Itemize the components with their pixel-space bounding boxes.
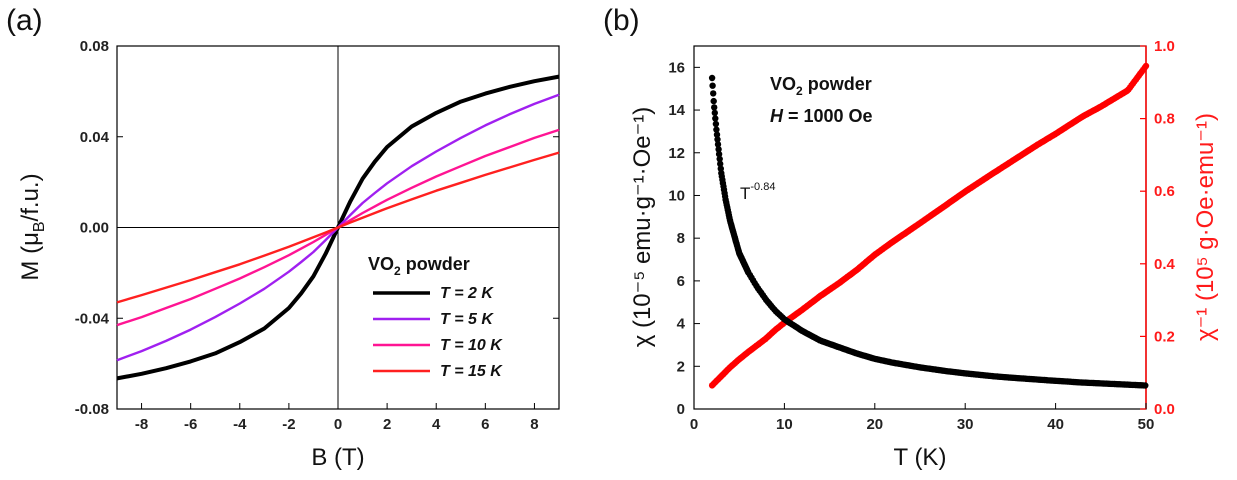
panel-b-left-axis-title: χ (10⁻⁵ emu·g⁻¹·Oe⁻¹): [629, 107, 656, 348]
panel-b-y-tick-label: 8: [677, 230, 685, 247]
panel-a-label: (a): [6, 4, 43, 37]
legend-label-2: T = 5 K: [440, 311, 494, 328]
panel-a-x-tick-label: -2: [282, 416, 295, 433]
panel-b-field-annotation: H = 1000 Oe: [770, 106, 873, 126]
susceptibility-point: [713, 131, 721, 138]
series-line-4: [116, 151, 560, 304]
susceptibility-point: [711, 109, 718, 117]
panel-a-y-tick-label: 0.00: [80, 220, 109, 237]
legend-entries: T = 2 K T = 5 K T = 10 K T = 15 K: [373, 285, 503, 380]
panel-b-x-axis-title: T (K): [894, 444, 947, 471]
panel-a-y-tick-label: 0.08: [80, 38, 109, 55]
panel-a-x-axis-title: B (T): [311, 444, 364, 471]
panel-b-y2-tick-label: 0.0: [1154, 401, 1175, 418]
panel-b-y-tick-label: 16: [668, 59, 685, 76]
susceptibility-point: [711, 104, 718, 111]
panel-b-x-tick-label: 20: [866, 416, 883, 433]
legend-title: VO2 powder: [368, 254, 470, 278]
susceptibility-point: [708, 74, 716, 82]
susceptibility-point: [717, 160, 724, 168]
panel-b-y2-tick-label: 0.2: [1154, 328, 1175, 345]
panel-b-y-tick-label: 10: [668, 187, 685, 204]
panel-b-y2-tick-label: 0.8: [1154, 111, 1175, 128]
susceptibility-point: [712, 120, 720, 128]
inverse-susceptibility-point: [1142, 62, 1150, 70]
panel-a-x-tick-label: 6: [481, 416, 489, 433]
susceptibility-point: [716, 155, 723, 163]
panel-a-ticks: -8 -6 -4 -2 0 2 4 6 8 -0.08 -0.04 0.00 0.04 0.08: [75, 38, 559, 433]
panel-b-y-tick-label: 12: [668, 145, 685, 162]
panel-a-y-tick-label: -0.04: [75, 310, 110, 327]
panel-b-label: (b): [603, 4, 640, 37]
panel-b-y2-tick-label: 0.6: [1154, 183, 1175, 200]
susceptibility-point: [1142, 382, 1149, 389]
susceptibility-point: [715, 150, 723, 158]
panel-a-x-tick-label: -4: [233, 416, 247, 433]
panel-b-x-tick-label: 10: [776, 416, 793, 433]
panel-b-ticks: 0 10 20 30 40 50 0 2 4 6 8 10 12 14 16 0.0 0.2 0.4 0.6 0.8 1…: [668, 38, 1175, 433]
power-law-base: T: [740, 184, 750, 203]
legend-label-3: T = 10 K: [440, 337, 503, 354]
panel-b-frame: [693, 45, 1147, 410]
panel-b-x-tick-label: 0: [690, 416, 698, 433]
susceptibility-point: [710, 97, 717, 105]
panel-a-x-tick-label: 2: [383, 416, 391, 433]
panel-b-right-axis-title: χ⁻¹ (10⁵ g·Oe·emu⁻¹): [1192, 113, 1219, 341]
panel-a-x-tick-label: -8: [135, 416, 148, 433]
panel-a-y-tick-label: -0.08: [75, 401, 109, 418]
susceptibility-point: [714, 136, 721, 143]
power-law-annotation: T-0.84: [740, 181, 775, 203]
susceptibility-point: [714, 141, 722, 148]
panel-a-y-tick-label: 0.04: [80, 129, 110, 146]
panel-a-legend: VO2 powder T = 2 K T = 5 K T = 10 K T = 15 …: [368, 254, 503, 380]
panel-a-x-tick-label: -6: [184, 416, 197, 433]
panel-b-x-tick-label: 30: [957, 416, 974, 433]
susceptibility-point: [710, 90, 717, 97]
power-law-exponent: -0.84: [750, 181, 775, 193]
panel-a-y-axis-title: M (μB/f.u.): [17, 173, 48, 280]
panel-b-sample-annotation: VO2 powder: [770, 74, 872, 98]
panel-b-x-tick-label: 50: [1138, 416, 1155, 433]
field-value: = 1000 Oe: [783, 106, 873, 126]
panel-a-x-tick-label: 0: [334, 416, 342, 433]
panel-a: (a) -8 -6 -4 -2 0 2 4 6 8-0.08-0.040.000.040.08 …: [6, 4, 560, 471]
panel-b-y2-tick-label: 0.4: [1154, 256, 1176, 273]
panel-a-x-tick-label: 8: [530, 416, 538, 433]
panel-b: (b) 0 10 20 30 40 50 0 2 4 6 8 10 12 14 16 0.0 0.2 0.4 0.6…: [603, 4, 1219, 471]
susceptibility-point: [715, 146, 722, 153]
legend-label-4: T = 15 K: [440, 363, 503, 380]
legend-label-1: T = 2 K: [440, 285, 494, 302]
panel-b-y-tick-label: 6: [677, 273, 685, 290]
susceptibility-point: [713, 126, 720, 133]
panel-b-y-tick-label: 14: [668, 102, 685, 119]
panel-b-y-tick-label: 0: [677, 401, 685, 418]
panel-b-y2-tick-label: 1.0: [1154, 38, 1175, 55]
susceptibility-point: [709, 82, 716, 89]
panel-b-points: [708, 62, 1150, 389]
panel-a-curves: [116, 74, 560, 381]
panel-a-x-tick-label: 4: [432, 416, 441, 433]
field-symbol: H: [770, 106, 784, 126]
susceptibility-point: [712, 115, 719, 122]
panel-b-x-tick-label: 40: [1047, 416, 1064, 433]
panel-b-y-tick-label: 2: [677, 358, 685, 375]
panel-b-y-tick-label: 4: [677, 316, 686, 333]
